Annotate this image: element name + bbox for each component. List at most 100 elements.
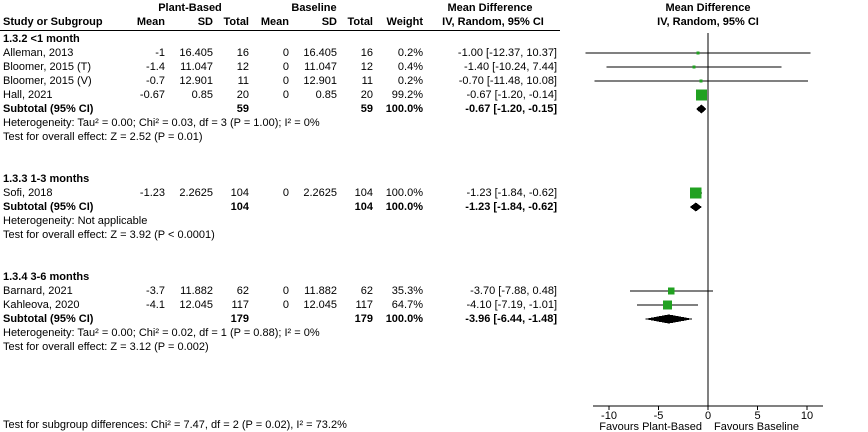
axis-tick-label: -10 [601, 410, 617, 422]
total-plant: 12 [236, 61, 249, 73]
mean-plant [128, 200, 168, 214]
sd-baseline: 12.901 [303, 75, 337, 87]
total-baseline: 11 [361, 75, 373, 87]
subtotal-row: Subtotal (95% CI) 59 59 100.0% -0.67 [-1.20,… [0, 102, 560, 116]
column-header-row: Study or Subgroup Mean SD Total Mean SD … [0, 16, 560, 29]
total-plant: 62 [236, 285, 249, 297]
mean-plant [128, 102, 168, 116]
col-sd-baseline: SD [321, 16, 337, 28]
weight: 100.0% [385, 201, 423, 213]
plot-header-title: Mean Difference [665, 2, 751, 14]
sd-baseline: 2.2625 [303, 187, 337, 199]
col-mean-plant: Mean [136, 16, 165, 28]
analysis-note: Test for overall effect: Z = 3.92 (P < 0… [3, 229, 215, 241]
ci-text: -1.00 [-12.37, 10.37] [457, 47, 557, 59]
axis-tick-label: 10 [801, 410, 813, 422]
total-plant: 11 [237, 75, 249, 87]
ci-text: -0.67 [-1.20, -0.14] [466, 89, 558, 101]
effect-square [696, 51, 700, 55]
mean-baseline: 0 [282, 285, 289, 297]
mean-plant: -0.7 [146, 75, 165, 87]
ci-text: -1.23 [-1.84, -0.62] [466, 187, 558, 199]
subtotal-row: Subtotal (95% CI) 104 104 100.0% -1.23 [-1.8… [0, 200, 560, 214]
mean-difference-column-header: Mean Difference [447, 2, 533, 14]
total-baseline: 104 [354, 201, 373, 213]
col-sd-plant: SD [197, 16, 213, 28]
sd-baseline [292, 102, 340, 116]
analysis-note: Test for overall effect: Z = 3.12 (P = 0… [3, 341, 209, 353]
col-study-or-subgroup: Study or Subgroup [3, 16, 103, 28]
study-row: Bloomer, 2015 (V) -0.7 12.901 11 0 12.901 11 0.… [0, 74, 560, 88]
effect-square [662, 300, 672, 310]
axis-tick-label: -5 [654, 410, 664, 422]
favours-right-label: Favours Baseline [714, 421, 799, 432]
subgroup-heading: 1.3.2 <1 month [3, 33, 80, 45]
study-label: Bloomer, 2015 (T) [3, 61, 92, 73]
effect-square [692, 65, 696, 69]
sd-plant: 2.2625 [179, 187, 213, 199]
weight: 0.2% [397, 75, 423, 87]
study-row: Sofi, 2018 -1.23 2.2625 104 0 2.2625 104 100.0%… [0, 186, 560, 200]
study-label: Subtotal (95% CI) [3, 201, 94, 213]
total-baseline: 62 [360, 285, 373, 297]
col-weight: Weight [386, 16, 423, 28]
ci-text: -0.67 [-1.20, -0.15] [465, 103, 557, 115]
study-table: 1.3.2 <1 month Alleman, 2013 -1 16.405 16 0 16… [0, 33, 563, 353]
total-baseline: 59 [360, 103, 373, 115]
total-baseline: 12 [360, 61, 373, 73]
total-baseline: 20 [360, 89, 373, 101]
mean-baseline: 0 [282, 89, 289, 101]
mean-baseline: 0 [282, 61, 289, 73]
sd-plant: 11.047 [180, 61, 213, 73]
total-plant: 104 [230, 201, 249, 213]
total-plant: 104 [230, 187, 249, 199]
mean-plant: -3.7 [146, 285, 165, 297]
weight: 0.4% [397, 61, 423, 73]
mean-plant [128, 312, 168, 326]
total-baseline: 117 [355, 299, 373, 311]
sd-baseline: 11.882 [304, 285, 337, 297]
analysis-note: Heterogeneity: Tau² = 0.00; Chi² = 0.02,… [3, 327, 320, 339]
group-header-baseline: Baseline [291, 2, 337, 14]
analysis-note: Test for overall effect: Z = 2.52 (P = 0… [3, 131, 203, 143]
sd-plant [168, 200, 216, 214]
total-baseline: 104 [354, 187, 373, 199]
favours-left-label: Favours Plant-Based [599, 421, 702, 432]
axis-tick-label: 0 [705, 410, 711, 422]
sd-baseline: 16.405 [303, 47, 337, 59]
ci-text: -1.23 [-1.84, -0.62] [465, 201, 557, 213]
study-label: Alleman, 2013 [3, 47, 74, 59]
spacer-row [0, 144, 563, 158]
subgroup-heading: 1.3.3 1-3 months [3, 173, 90, 185]
ci-text: -3.70 [-7.88, 0.48] [470, 285, 557, 297]
study-label: Subtotal (95% CI) [3, 103, 94, 115]
subtotal-diamond [696, 104, 707, 114]
spacer-row [0, 256, 563, 270]
sd-plant: 12.045 [179, 299, 213, 311]
total-plant: 179 [230, 313, 249, 325]
weight: 100.0% [385, 187, 423, 199]
sd-plant: 12.901 [179, 75, 213, 87]
ci-text: -4.10 [-7.19, -1.01] [466, 299, 558, 311]
subtotal-diamond [689, 202, 702, 212]
mean-baseline: 0 [282, 75, 289, 87]
mean-baseline [252, 102, 292, 116]
mean-plant: -1 [155, 47, 165, 59]
total-plant: 59 [236, 103, 249, 115]
weight: 100.0% [385, 103, 423, 115]
weight: 100.0% [385, 313, 423, 325]
mean-plant: -0.67 [139, 89, 165, 101]
weight: 0.2% [397, 47, 423, 59]
total-plant: 16 [236, 47, 249, 59]
mean-plant: -1.23 [139, 187, 165, 199]
col-ci: IV, Random, 95% CI [442, 16, 544, 28]
col-total-plant: Total [223, 16, 249, 28]
mean-baseline: 0 [282, 299, 289, 311]
effect-square [699, 79, 703, 83]
ci-text: -3.96 [-6.44, -1.48] [465, 313, 557, 325]
mean-baseline [252, 312, 292, 326]
spacer-row [0, 242, 563, 256]
sd-plant: 0.85 [191, 89, 213, 101]
forest-plot: -10 -5 0 5 10 Favours Plant-Based Favours Base… [585, 33, 823, 432]
weight: 35.3% [391, 285, 423, 297]
